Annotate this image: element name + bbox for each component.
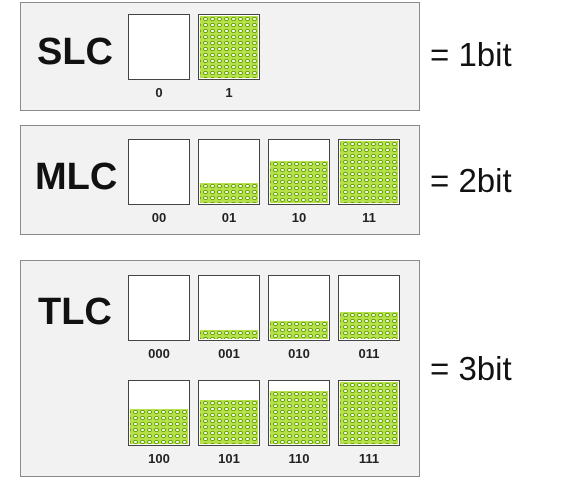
- cell-mlc-11: 11: [338, 139, 402, 224]
- cell-box: [198, 275, 260, 341]
- charge-fill: [340, 312, 398, 339]
- cell-code: 1: [225, 85, 233, 100]
- cell-box: [338, 139, 400, 205]
- cell-mlc-01: 01: [198, 139, 262, 224]
- cell-code: 101: [218, 451, 240, 466]
- cell-box: [128, 380, 190, 446]
- cell-code: 100: [148, 451, 170, 466]
- cell-tlc-010: 010: [268, 275, 332, 360]
- cell-tlc-110: 110: [268, 380, 332, 465]
- slc-panel: SLC 0 1: [20, 2, 420, 111]
- cell-slc-0: 0: [128, 14, 192, 99]
- cell-box: [128, 139, 190, 205]
- mlc-bits: = 2bit: [430, 162, 512, 199]
- cell-box: [198, 380, 260, 446]
- cell-box: [198, 139, 260, 205]
- cell-code: 01: [221, 210, 237, 225]
- charge-fill: [200, 16, 258, 78]
- charge-fill: [270, 391, 328, 444]
- cell-box: [128, 275, 190, 341]
- cell-tlc-011: 011: [338, 275, 402, 360]
- cell-tlc-001: 001: [198, 275, 262, 360]
- tlc-label: TLC: [38, 291, 112, 333]
- cell-mlc-10: 10: [268, 139, 332, 224]
- cell-box: [268, 380, 330, 446]
- cell-box: [338, 380, 400, 446]
- tlc-bits: = 3bit: [430, 350, 512, 387]
- charge-fill: [270, 321, 328, 339]
- charge-fill: [200, 330, 258, 339]
- cell-code: 0: [155, 85, 163, 100]
- cell-code: 000: [148, 346, 170, 361]
- charge-fill: [340, 141, 398, 203]
- cell-slc-1: 1: [198, 14, 262, 99]
- charge-fill: [130, 409, 188, 444]
- charge-fill: [270, 161, 328, 203]
- cell-code: 10: [291, 210, 307, 225]
- cell-tlc-101: 101: [198, 380, 262, 465]
- cell-code: 010: [288, 346, 310, 361]
- mlc-label: MLC: [35, 156, 118, 198]
- cell-mlc-00: 00: [128, 139, 192, 224]
- cell-tlc-000: 000: [128, 275, 192, 360]
- cell-tlc-111: 111: [338, 380, 402, 465]
- cell-code: 11: [362, 210, 376, 225]
- cell-box: [268, 139, 330, 205]
- cell-box: [128, 14, 190, 80]
- cell-code: 110: [288, 451, 310, 466]
- slc-label: SLC: [37, 31, 113, 73]
- cell-code: 011: [358, 346, 380, 361]
- cell-code: 111: [358, 451, 380, 466]
- cell-code: 001: [218, 346, 240, 361]
- charge-fill: [200, 183, 258, 203]
- cell-code: 00: [151, 210, 167, 225]
- cell-tlc-100: 100: [128, 380, 192, 465]
- cell-box: [268, 275, 330, 341]
- charge-fill: [200, 400, 258, 444]
- cell-box: [198, 14, 260, 80]
- charge-fill: [340, 382, 398, 444]
- mlc-panel: MLC 00 01 10 11: [20, 125, 420, 235]
- tlc-panel: TLC 000 001 010 011 100 101 110 111: [20, 260, 420, 477]
- cell-box: [338, 275, 400, 341]
- slc-bits: = 1bit: [430, 36, 512, 73]
